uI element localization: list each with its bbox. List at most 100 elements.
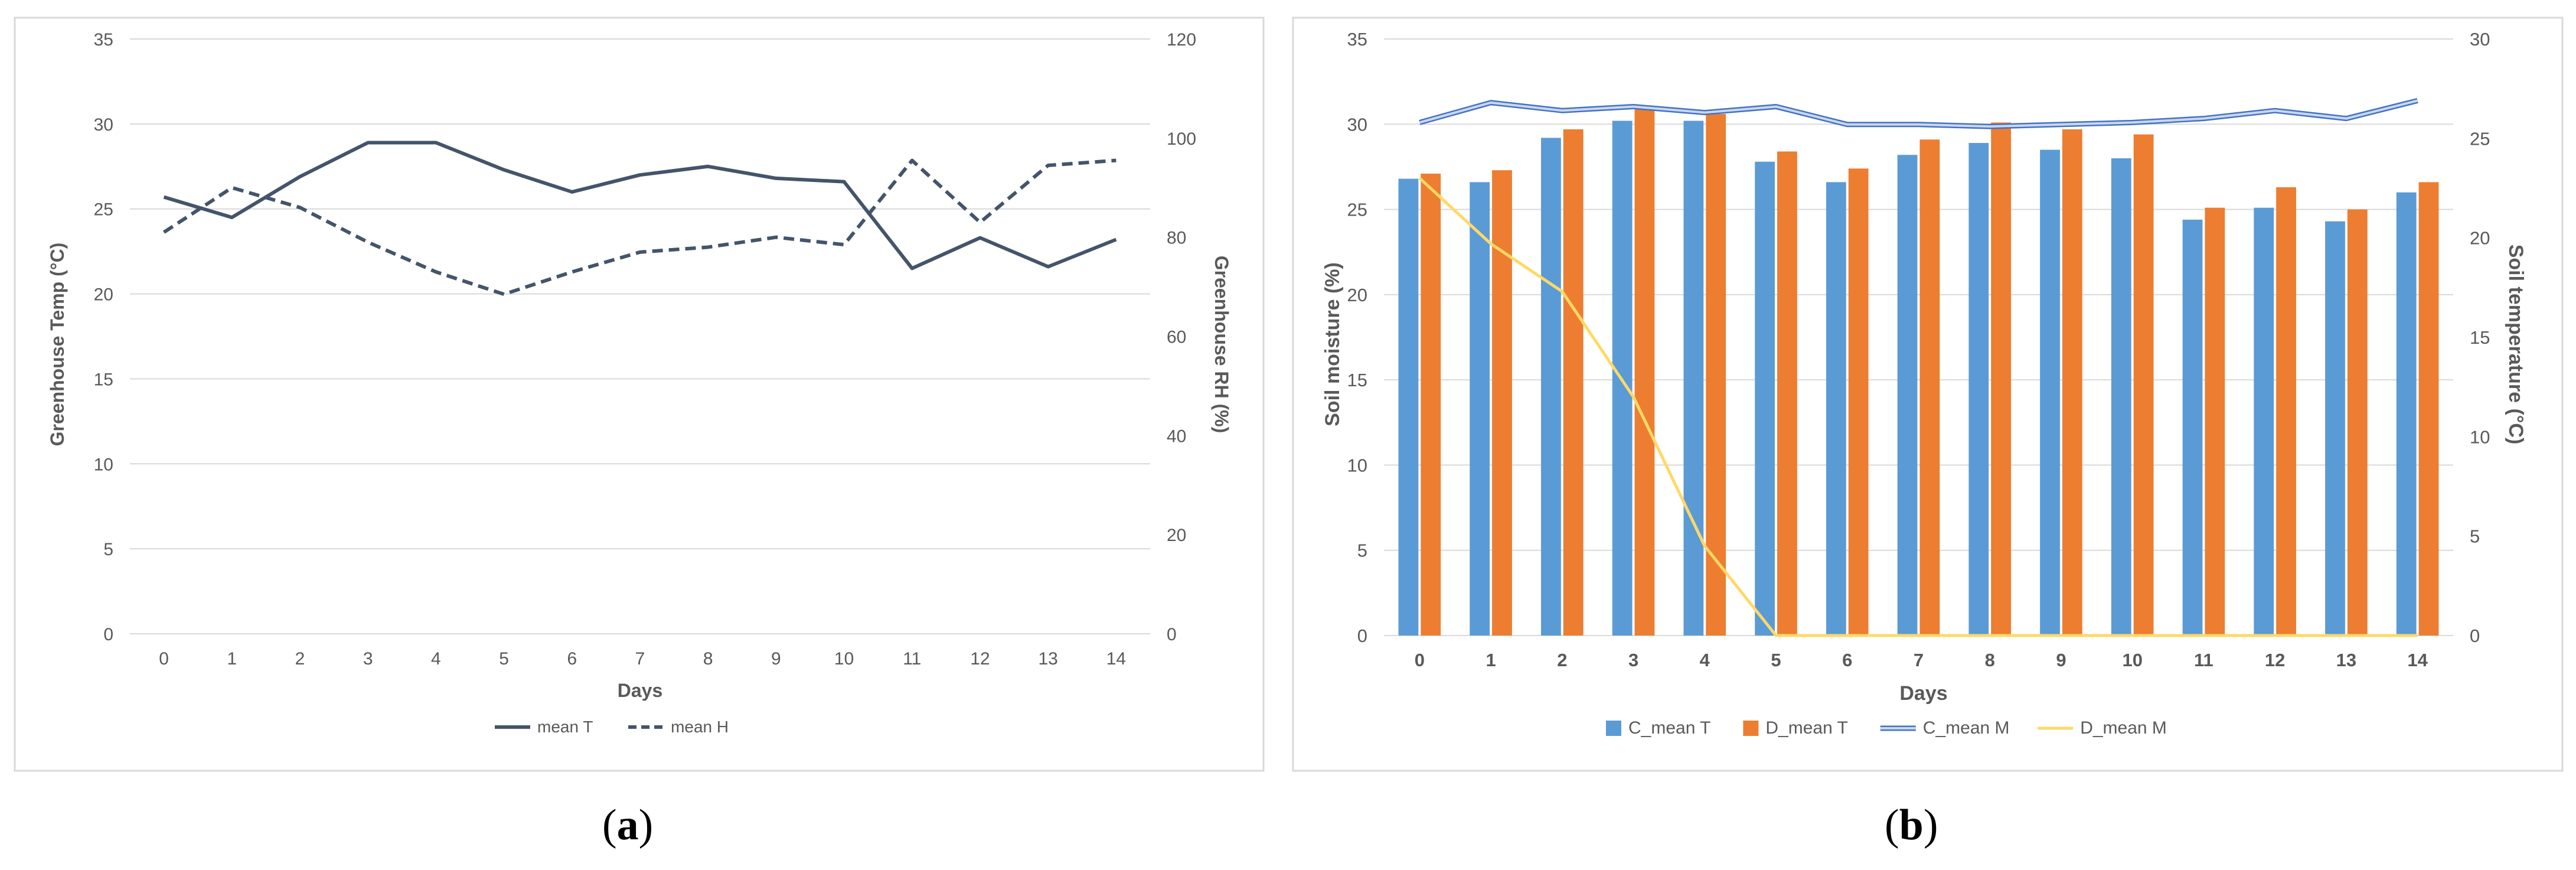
b-xtick-label: 9 [2056, 650, 2066, 670]
b-bar-D_mean T [1706, 113, 1726, 636]
b-ytick-label: 15 [1347, 370, 1367, 390]
b-bar-C_mean T [1897, 155, 1918, 636]
a-xtick-label: 0 [159, 649, 169, 669]
a-y2tick-label: 100 [1167, 129, 1196, 149]
b-ytick-label: 5 [1357, 540, 1367, 561]
b-legend-swatch-C_mean T [1606, 721, 1621, 736]
a-y2tick-label: 80 [1167, 229, 1186, 248]
b-xtick-label: 12 [2265, 650, 2285, 670]
a-line-mean T [163, 141, 1117, 271]
b-xtick-label: 8 [1985, 650, 1995, 670]
a-y2tick-label: 120 [1167, 30, 1196, 50]
b-bar-C_mean T [2396, 192, 2417, 636]
chart-b-xlabel: Days [1899, 682, 1947, 705]
a-xtick-label: 11 [903, 649, 921, 669]
b-bar-C_mean T [2040, 149, 2060, 636]
a-xtick-label: 4 [431, 649, 441, 669]
b-xtick-label: 6 [1842, 650, 1852, 670]
b-legend-swatch-D_mean T [1743, 721, 1759, 736]
caption-a: (a) [602, 801, 654, 849]
caption-b: (b) [1885, 801, 1938, 849]
a-xtick-label: 7 [635, 649, 645, 669]
a-legend-label: mean T [537, 718, 593, 736]
b-bar-D_mean T [2347, 209, 2368, 636]
b-bar-C_mean T [2325, 221, 2345, 636]
a-line-mean H [162, 158, 1116, 296]
chart-a-xlabel: Days [618, 680, 663, 701]
b-bar-D_mean T [1634, 109, 1655, 636]
a-xtick-label: 6 [567, 649, 577, 669]
b-xtick-label: 14 [2407, 650, 2428, 670]
b-line-D_mean M [1418, 177, 2418, 637]
b-legend-label: D_mean M [2080, 718, 2167, 738]
b-bar-C_mean T [1470, 182, 1490, 636]
a-xtick-label: 10 [834, 649, 854, 669]
b-bar-C_mean T [2182, 219, 2203, 636]
a-ytick-label: 35 [94, 30, 113, 50]
caption-a-letter: a [616, 801, 639, 849]
b-y2tick-label: 25 [2470, 128, 2490, 149]
b-bar-C_mean T [1683, 120, 1704, 636]
b-xtick-label: 13 [2336, 650, 2356, 670]
b-bar-C_mean T [1755, 161, 1775, 636]
a-y2tick-label: 0 [1167, 625, 1177, 644]
b-xtick-label: 7 [1914, 650, 1924, 670]
chart-b-ylabel: Soil moisture (%) [1321, 262, 1344, 426]
b-line-C_mean M [1419, 99, 2418, 128]
b-ytick-label: 0 [1357, 625, 1367, 646]
b-ytick-label: 25 [1347, 200, 1367, 220]
b-xtick-label: 2 [1557, 650, 1567, 670]
b-bar-D_mean T [2418, 182, 2439, 636]
b-ytick-label: 30 [1347, 114, 1367, 135]
b-bar-C_mean T [1826, 182, 1846, 636]
a-ytick-label: 5 [103, 540, 113, 559]
b-bar-D_mean T [1563, 129, 1584, 636]
b-bar-C_mean T [2111, 158, 2131, 636]
b-xtick-label: 11 [2194, 650, 2213, 670]
b-y2tick-label: 30 [2470, 29, 2490, 50]
a-y2tick-label: 40 [1167, 426, 1186, 446]
b-y2tick-label: 10 [2470, 426, 2490, 447]
b-bar-D_mean T [1848, 168, 1869, 636]
a-xtick-label: 8 [703, 649, 713, 669]
b-bar-D_mean T [1777, 151, 1797, 636]
a-legend-label: mean H [671, 718, 729, 736]
a-xtick-label: 13 [1039, 649, 1058, 669]
b-y2tick-label: 0 [2470, 625, 2480, 646]
b-bar-C_mean T [1968, 143, 1989, 636]
chart-a-frame [14, 17, 1265, 772]
b-bar-D_mean T [2133, 134, 2154, 636]
b-ytick-label: 20 [1347, 285, 1367, 305]
b-legend-label: D_mean T [1765, 718, 1848, 738]
b-y2tick-label: 5 [2470, 526, 2480, 547]
b-xtick-label: 3 [1628, 650, 1638, 670]
chart-b-y2label: Soil temperature (°C) [2505, 245, 2527, 445]
a-ytick-label: 20 [94, 285, 113, 305]
b-legend-label: C_mean T [1628, 718, 1711, 738]
a-ytick-label: 0 [103, 625, 113, 644]
b-xtick-label: 1 [1485, 650, 1496, 670]
b-bar-C_mean T [2254, 207, 2274, 636]
b-bar-D_mean T [2062, 129, 2082, 636]
b-bar-D_mean T [2276, 187, 2296, 636]
a-ytick-label: 30 [94, 115, 113, 135]
a-xtick-label: 5 [499, 649, 509, 669]
b-ytick-label: 10 [1347, 455, 1367, 475]
a-ytick-label: 25 [94, 200, 113, 220]
b-xtick-label: 5 [1771, 650, 1781, 670]
a-xtick-label: 1 [227, 649, 237, 669]
b-y2tick-label: 20 [2470, 228, 2490, 249]
a-xtick-label: 2 [295, 649, 305, 669]
a-ytick-label: 15 [94, 370, 113, 389]
a-y2tick-label: 20 [1167, 526, 1186, 545]
b-bar-D_mean T [2205, 207, 2225, 636]
a-xtick-label: 12 [970, 649, 990, 669]
b-bar-C_mean T [1541, 138, 1561, 636]
chart-a-ylabel: Greenhouse Temp (°C) [47, 243, 68, 447]
b-bar-D_mean T [1991, 122, 2012, 636]
b-y2tick-label: 15 [2470, 327, 2490, 348]
b-bar-C_mean T [1398, 178, 1419, 636]
b-bar-D_mean T [1919, 139, 1940, 636]
a-xtick-label: 3 [363, 649, 373, 669]
b-legend-label: C_mean M [1923, 718, 2010, 738]
